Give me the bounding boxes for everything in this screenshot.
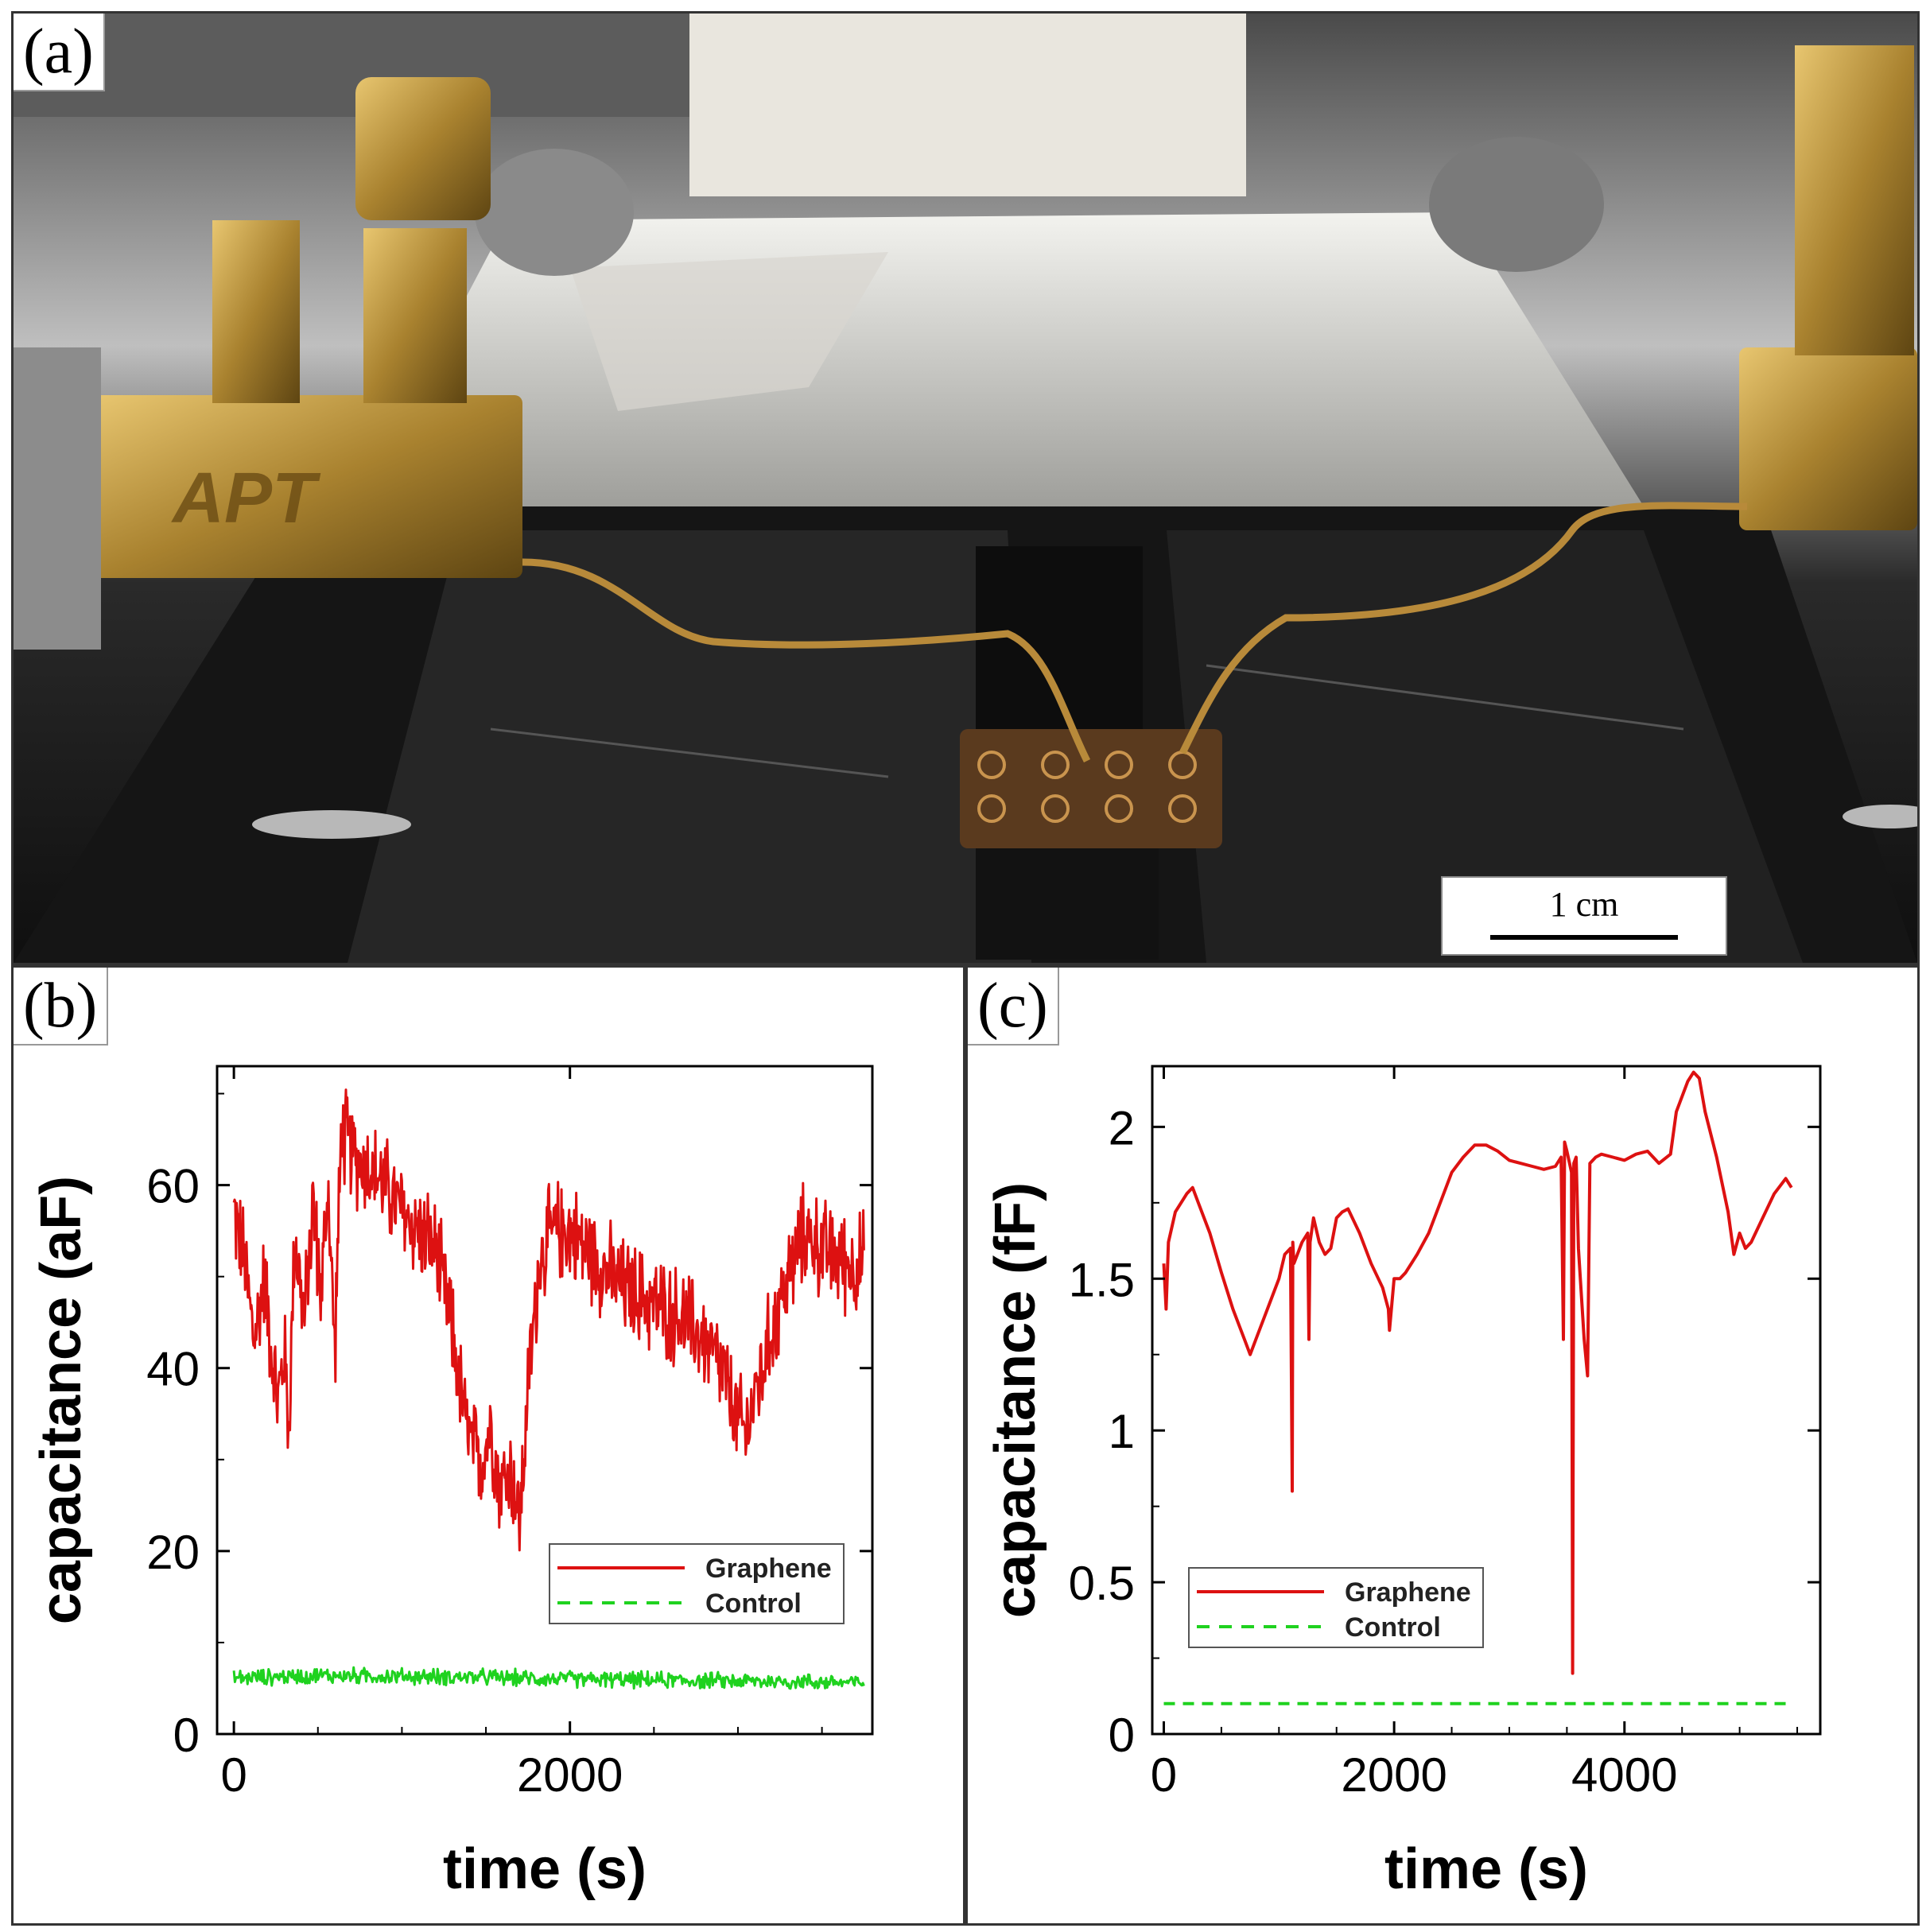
y-tick-label: 0.5: [1069, 1557, 1135, 1610]
legend-label-graphene: Graphene: [1345, 1577, 1471, 1608]
y-tick-label: 0: [173, 1709, 200, 1762]
y-tick-label: 60: [146, 1160, 200, 1213]
plot-frame: [216, 1065, 874, 1736]
x-tick-label: 0: [1151, 1748, 1177, 1802]
series-line-graphene: [1162, 1070, 1793, 1675]
y-tick-label: 40: [146, 1343, 200, 1396]
panel-letter-a: (a): [14, 14, 105, 91]
apt-logo: APT: [171, 459, 321, 538]
photo-panel: APT (a) 1 cm: [11, 11, 1920, 965]
y-tick-label: 20: [146, 1526, 200, 1579]
y-tick-label: 1: [1109, 1405, 1135, 1458]
panel-letter-c: (c): [968, 968, 1059, 1046]
y-tick-label: 2: [1109, 1101, 1135, 1154]
scale-bar-label: 1 cm: [1549, 885, 1619, 924]
chart-panel-b: (b) 0 2000 0 20 40 60 time (s) capacitance (aF)…: [11, 965, 965, 1926]
x-tick-label: 2000: [1341, 1748, 1447, 1802]
capacitance-chart-c: 0 2000 4000 0 0.5 1 1.5 2 time (s) capacitance (f…: [984, 1065, 1822, 1901]
chart-legend: Graphene Control: [1188, 1567, 1484, 1648]
y-axis-label: capacitance (aF): [29, 1176, 93, 1624]
plot-frame: [1151, 1065, 1822, 1736]
series-line-control: [232, 1666, 865, 1690]
legend-label-graphene: Graphene: [705, 1554, 832, 1584]
series-line-graphene: [232, 1088, 865, 1552]
x-tick-label: 0: [220, 1748, 247, 1802]
y-tick-label: 0: [1109, 1709, 1135, 1762]
y-tick-label: 1.5: [1069, 1253, 1135, 1306]
x-axis-label: time (s): [1384, 1837, 1588, 1901]
chart-panel-c: (c) 0 2000 4000 0 0.5 1 1.5 2 time (s) capacitanc…: [965, 965, 1920, 1926]
capacitance-chart-b: 0 2000 0 20 40 60 time (s) capacitance (aF) Grap…: [29, 1065, 874, 1901]
x-tick-label: 2000: [517, 1748, 623, 1802]
chart-legend: Graphene Control: [549, 1543, 845, 1624]
y-axis-label: capacitance (fF): [984, 1182, 1047, 1618]
scale-bar-line: [1490, 935, 1678, 940]
probe-station-photo: APT: [14, 14, 1917, 963]
scale-bar: 1 cm: [1441, 876, 1727, 956]
legend-label-control: Control: [1345, 1612, 1441, 1643]
panel-letter-b: (b): [14, 968, 109, 1046]
x-tick-label: 4000: [1571, 1748, 1677, 1802]
legend-label-control: Control: [705, 1589, 802, 1619]
x-axis-label: time (s): [443, 1837, 647, 1901]
